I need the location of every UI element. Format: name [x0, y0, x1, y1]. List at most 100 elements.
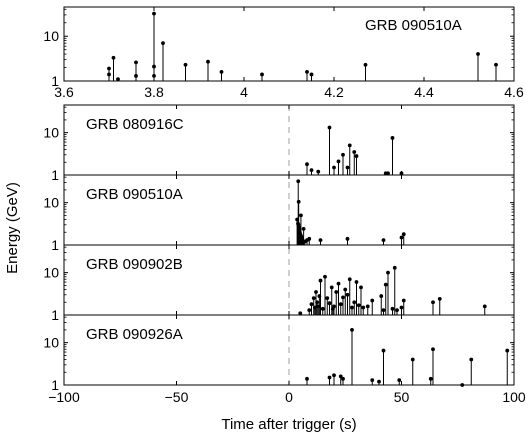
y-tick-label: 10	[43, 265, 59, 281]
y-tick-label: 1	[51, 377, 59, 393]
data-point	[482, 304, 487, 309]
data-point	[296, 179, 301, 184]
inset-panel: 1 10 3.6 3.8 4 4.2 4.4 4.6 GRB 090510A	[43, 6, 524, 100]
data-point	[390, 306, 395, 311]
data-point	[134, 60, 138, 65]
data-point	[316, 169, 321, 174]
x-tick-label: 3.8	[144, 84, 164, 100]
data-point	[383, 282, 388, 287]
y-axis-label: Energy (GeV)	[4, 182, 21, 274]
data-point	[428, 376, 433, 381]
panel-label: GRB 090510A	[86, 186, 183, 203]
data-point	[107, 66, 111, 71]
data-point	[343, 287, 348, 292]
panel-label: GRB 090902B	[86, 256, 183, 273]
data-point	[377, 379, 381, 384]
x-axis-label: Time after trigger (s)	[221, 416, 356, 433]
data-point	[338, 374, 343, 379]
data-point	[336, 281, 341, 286]
data-point	[311, 296, 316, 301]
data-point	[307, 308, 312, 313]
data-point	[356, 303, 361, 308]
data-point	[460, 383, 465, 387]
data-point	[379, 294, 384, 298]
data-point	[341, 295, 345, 300]
data-point	[392, 265, 397, 270]
data-point	[494, 62, 498, 67]
x-tick-label: −50	[165, 389, 189, 405]
data-point	[116, 77, 120, 82]
data-point	[350, 328, 354, 332]
data-point	[299, 213, 303, 218]
data-point	[345, 165, 350, 170]
data-point	[260, 72, 264, 77]
data-point	[334, 290, 339, 294]
data-point	[345, 292, 350, 297]
data-point	[338, 302, 343, 307]
data-point	[350, 305, 354, 310]
data-point	[354, 280, 359, 284]
data-point	[183, 62, 188, 67]
data-point	[397, 378, 402, 383]
data-point	[345, 236, 350, 241]
y-tick-label: 10	[43, 125, 59, 141]
x-tick-label: 100	[502, 389, 526, 405]
y-tick-label: 1	[51, 73, 59, 89]
y-tick-label: 10	[43, 28, 59, 44]
data-point	[309, 72, 314, 77]
y-tick-label: 1	[51, 237, 59, 253]
data-point	[352, 300, 357, 305]
data-point	[301, 227, 306, 231]
data-point	[307, 236, 312, 241]
data-point	[476, 52, 480, 56]
data-point	[381, 348, 386, 353]
data-point	[347, 143, 352, 148]
data-point	[315, 300, 320, 305]
x-tick-label: −100	[48, 389, 80, 405]
data-point	[332, 304, 336, 309]
data-point	[370, 378, 375, 383]
sub-panel: 1 10 GRB 080916C	[43, 105, 515, 183]
data-point	[305, 69, 309, 74]
data-point	[386, 171, 390, 176]
data-point	[341, 376, 345, 381]
main-panels: 1 10 GRB 080916C 1 10 GRB 090510A 1 10 GRB 09090…	[43, 104, 526, 405]
panel-label: GRB 090510A	[365, 17, 462, 34]
data-point	[309, 302, 314, 307]
data-point	[320, 306, 325, 311]
data-point	[309, 168, 314, 173]
data-point	[399, 235, 404, 240]
x-tick-label: 4.2	[324, 84, 344, 100]
data-point	[469, 357, 474, 362]
data-point	[327, 375, 332, 380]
data-point	[431, 347, 435, 352]
data-point	[323, 274, 327, 279]
panel-label: GRB 090926A	[86, 326, 183, 343]
data-point	[505, 348, 510, 353]
data-point	[390, 136, 395, 140]
data-point	[431, 300, 435, 305]
data-point	[341, 152, 345, 157]
y-tick-label: 10	[43, 335, 59, 351]
data-point	[381, 238, 386, 243]
data-point	[336, 159, 341, 164]
data-point	[437, 297, 442, 301]
data-point	[327, 301, 332, 306]
data-point	[401, 298, 406, 303]
data-point	[318, 278, 323, 283]
y-tick-label: 1	[51, 167, 59, 183]
data-point	[305, 162, 309, 167]
data-point	[399, 305, 404, 310]
y-tick-label: 10	[43, 195, 59, 211]
data-point	[363, 62, 368, 67]
data-point	[152, 11, 156, 16]
data-point	[314, 290, 318, 294]
data-point	[370, 298, 375, 303]
panel-label: GRB 080916C	[86, 116, 184, 133]
data-point	[318, 238, 323, 243]
data-point	[329, 285, 334, 290]
x-tick-label: 4	[240, 84, 248, 100]
data-point	[359, 285, 363, 290]
x-tick-label: 50	[394, 389, 410, 405]
